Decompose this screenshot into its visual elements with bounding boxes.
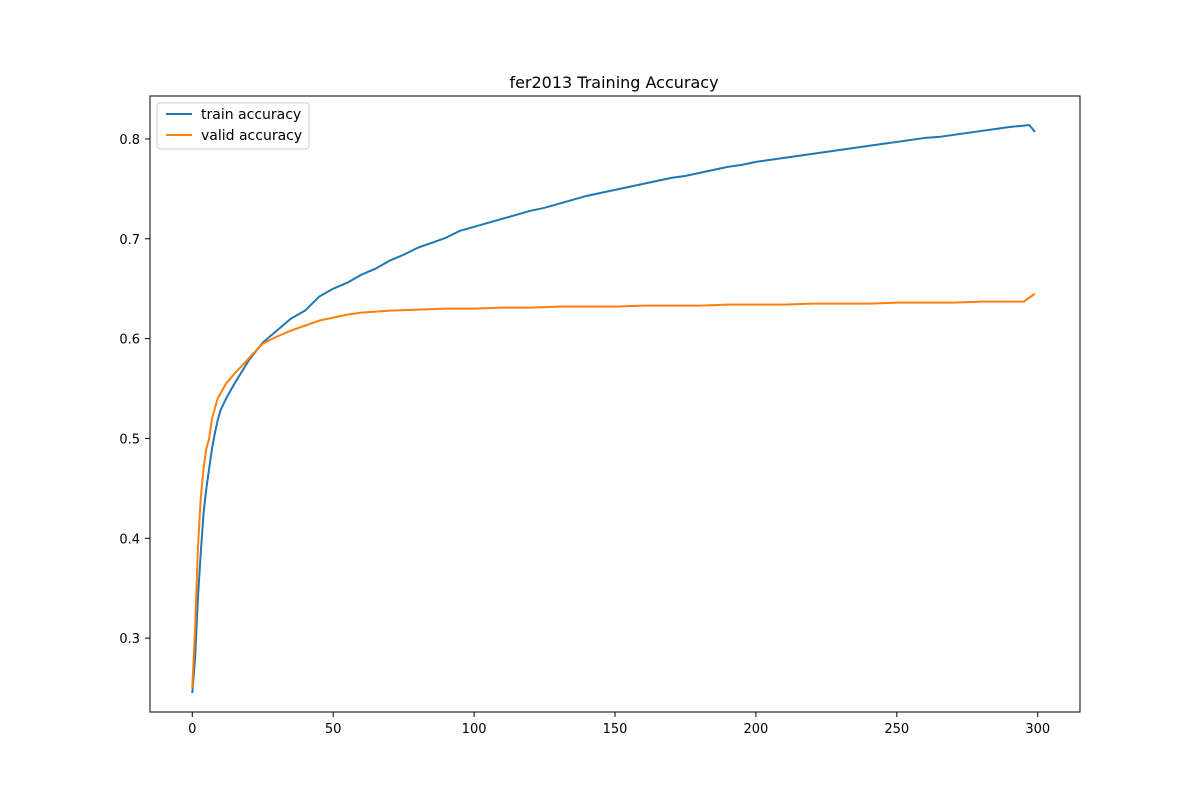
- y-tick-label: 0.4: [119, 532, 140, 547]
- y-tick-label: 0.7: [119, 233, 140, 248]
- x-tick-label: 50: [325, 722, 342, 737]
- x-tick-label: 150: [603, 722, 628, 737]
- x-axis-ticks: 0 50 100 150 200 250 300: [188, 712, 1050, 737]
- legend-label-train: train accuracy: [201, 107, 301, 123]
- x-tick-label: 200: [743, 722, 768, 737]
- x-tick-label: 0: [188, 722, 196, 737]
- x-tick-label: 250: [884, 722, 909, 737]
- legend-label-valid: valid accuracy: [201, 128, 302, 144]
- chart-title: fer2013 Training Accuracy: [509, 73, 718, 92]
- y-tick-label: 0.6: [119, 333, 140, 348]
- series-lines: [191, 123, 1036, 694]
- y-axis-ticks: 0.3 0.4 0.5 0.6 0.7 0.8: [119, 133, 150, 647]
- x-tick-label: 100: [462, 722, 487, 737]
- y-tick-label: 0.5: [119, 432, 140, 447]
- legend: train accuracy valid accuracy: [156, 102, 310, 150]
- series-line-valid: [191, 292, 1036, 689]
- series-line-train: [191, 123, 1036, 694]
- y-tick-label: 0.3: [119, 632, 140, 647]
- x-tick-label: 300: [1025, 722, 1050, 737]
- y-tick-label: 0.8: [119, 133, 140, 148]
- legend-box: [156, 102, 310, 150]
- plot-frame: [149, 95, 1081, 713]
